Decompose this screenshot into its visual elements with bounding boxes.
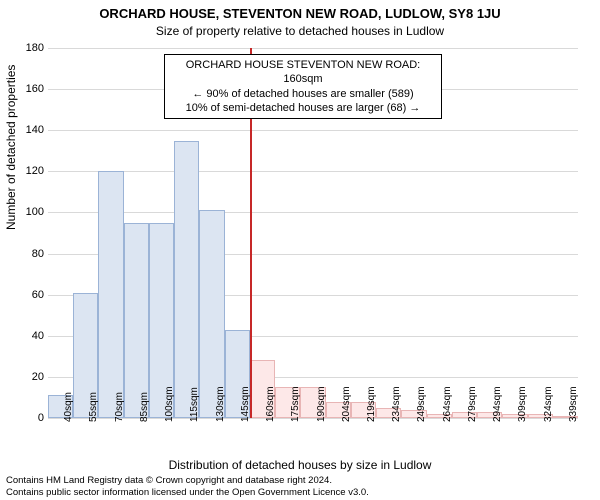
histogram-bar [98,171,123,418]
y-tick-label: 160 [14,83,44,95]
plot-area: 02040608010012014016018040sqm55sqm70sqm8… [48,48,578,418]
gridline [48,171,578,172]
y-tick-label: 20 [14,371,44,383]
gridline [48,212,578,213]
histogram-bar [124,223,149,418]
annotation-line: 10% of semi-detached houses are larger (… [170,101,436,115]
y-tick-label: 120 [14,165,44,177]
y-tick-label: 60 [14,289,44,301]
y-tick-label: 180 [14,42,44,54]
chart-title-main: ORCHARD HOUSE, STEVENTON NEW ROAD, LUDLO… [0,0,600,21]
histogram-bar [174,141,199,419]
annotation-box: ORCHARD HOUSE STEVENTON NEW ROAD: 160sqm… [164,54,442,119]
footer-attribution: Contains HM Land Registry data © Crown c… [6,475,369,498]
x-tick-label: 339sqm [568,386,579,422]
y-tick-label: 0 [14,412,44,424]
footer-line1: Contains HM Land Registry data © Crown c… [6,475,369,486]
y-tick-label: 80 [14,248,44,260]
x-axis-label: Distribution of detached houses by size … [0,458,600,472]
gridline [48,130,578,131]
y-tick-label: 100 [14,206,44,218]
gridline [48,48,578,49]
y-tick-label: 40 [14,330,44,342]
annotation-line: ← 90% of detached houses are smaller (58… [170,87,436,101]
annotation-line: ORCHARD HOUSE STEVENTON NEW ROAD: 160sqm [170,58,436,87]
chart-area: 02040608010012014016018040sqm55sqm70sqm8… [48,48,578,418]
y-tick-label: 140 [14,124,44,136]
chart-title-sub: Size of property relative to detached ho… [0,21,600,42]
footer-line2: Contains public sector information licen… [6,487,369,498]
